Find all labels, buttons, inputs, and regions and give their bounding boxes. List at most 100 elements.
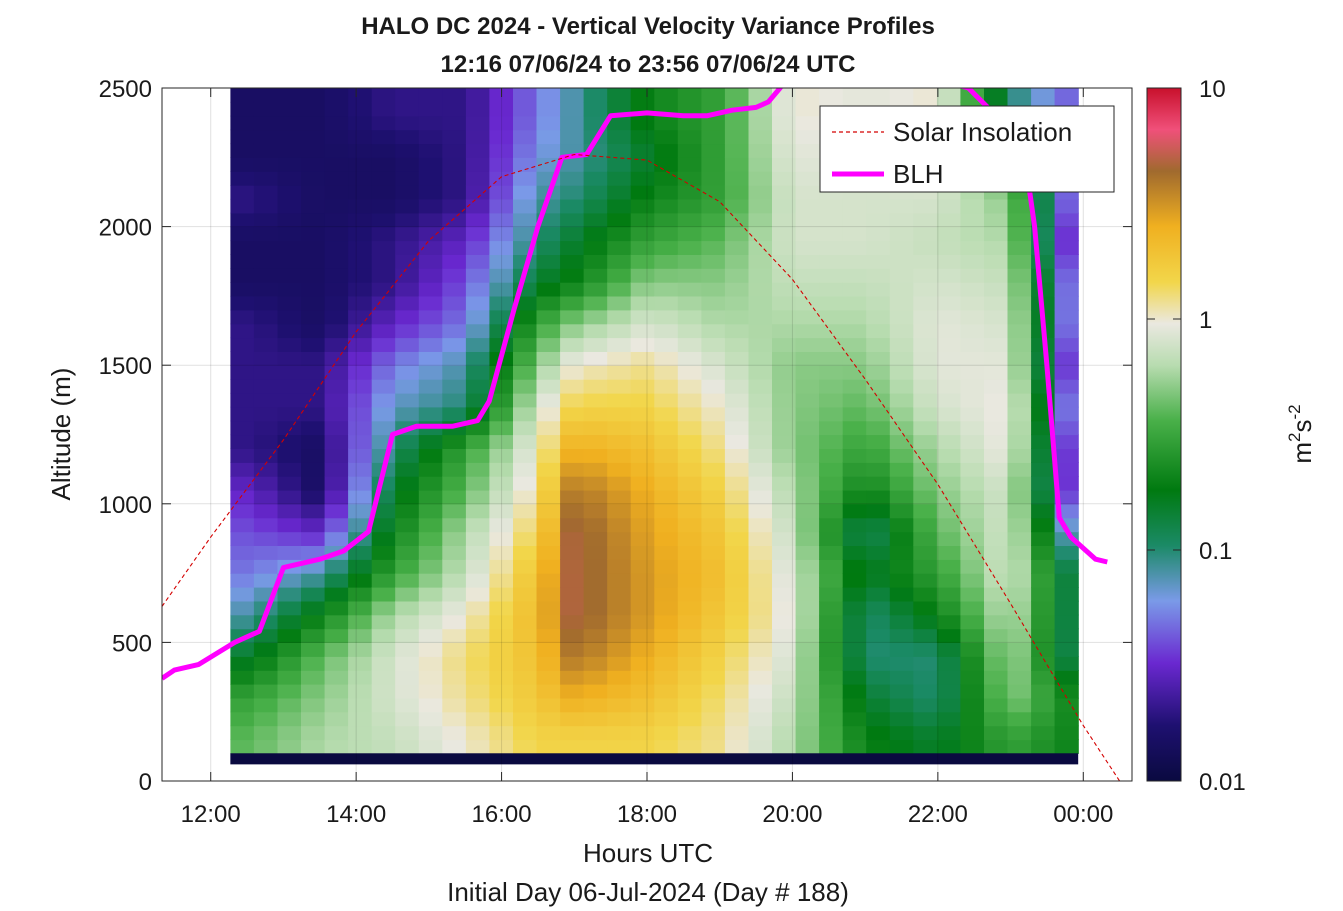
heatmap-cell — [654, 157, 679, 172]
legend-blh-label: BLH — [893, 159, 944, 189]
heatmap-cell — [654, 656, 679, 671]
heatmap-cell — [277, 503, 302, 519]
heatmap-cell — [442, 476, 467, 491]
heatmap-cell — [253, 462, 279, 477]
heatmap-cell — [442, 531, 467, 546]
heatmap-cell — [772, 351, 797, 366]
heatmap-cell — [583, 517, 608, 533]
heatmap-cell — [418, 226, 443, 242]
heatmap-cell — [395, 240, 420, 255]
heatmap-cell — [277, 171, 302, 186]
heatmap-cell — [913, 628, 938, 643]
heatmap-cell — [654, 670, 679, 685]
heatmap-cell — [748, 725, 773, 741]
heatmap-cell — [772, 545, 797, 560]
heatmap-cell — [536, 129, 561, 145]
heatmap-cell — [395, 614, 420, 630]
heatmap-cell — [230, 684, 255, 699]
heatmap-cell — [607, 226, 632, 242]
heatmap-cell — [748, 198, 773, 214]
heatmap-cell — [418, 351, 443, 366]
heatmap-cell — [560, 365, 585, 380]
heatmap-cell — [913, 323, 938, 339]
heatmap-cell — [371, 392, 396, 408]
heatmap-cell — [795, 198, 820, 214]
heatmap-cell — [395, 254, 420, 269]
heatmap-cell — [630, 739, 655, 754]
heatmap-cell — [795, 448, 820, 463]
heatmap-cell — [630, 711, 655, 727]
heatmap-cell — [371, 684, 396, 699]
heatmap-cell — [371, 587, 396, 602]
heatmap-cell — [324, 115, 349, 131]
heatmap-cell — [465, 434, 491, 449]
heatmap-cell — [301, 406, 326, 422]
heatmap-cell — [277, 392, 302, 408]
heatmap-cell — [889, 323, 914, 339]
heatmap-cell — [748, 157, 773, 172]
heatmap-cell — [866, 351, 891, 366]
heatmap-cell — [960, 725, 985, 741]
heatmap-cell — [819, 295, 844, 311]
heatmap-cell — [418, 503, 443, 519]
heatmap-cell — [583, 448, 608, 463]
heatmap-cell — [960, 739, 985, 754]
heatmap-cell — [984, 212, 1009, 228]
heatmap-cell — [819, 614, 844, 630]
heatmap-cell — [277, 282, 302, 297]
heatmap-cell — [654, 254, 679, 269]
heatmap-cell — [324, 226, 349, 242]
heatmap-cell — [960, 392, 985, 408]
heatmap-cell — [230, 101, 255, 117]
heatmap-cell — [748, 614, 773, 630]
heatmap-cell — [772, 282, 797, 297]
heatmap-cell — [1007, 476, 1032, 491]
heatmap-cell — [984, 240, 1009, 255]
heatmap-cell — [301, 462, 326, 477]
heatmap-cell — [277, 323, 302, 339]
heatmap-cell — [819, 600, 844, 616]
heatmap-cell — [936, 254, 962, 269]
heatmap-cell — [253, 476, 279, 491]
heatmap-cell — [1031, 503, 1056, 519]
heatmap-cell — [442, 739, 467, 754]
heatmap-cell — [489, 198, 514, 214]
heatmap-cell — [607, 143, 632, 158]
heatmap-cell — [654, 309, 679, 325]
heatmap-cell — [607, 240, 632, 255]
heatmap-cell — [1007, 254, 1032, 269]
heatmap-cell — [1031, 351, 1056, 366]
heatmap-cell — [560, 545, 585, 560]
heatmap-cell — [253, 212, 279, 228]
heatmap-cell — [253, 185, 279, 200]
heatmap-cell — [748, 531, 773, 546]
heatmap-cell — [583, 337, 608, 352]
heatmap-cell — [1054, 337, 1079, 352]
heatmap-cell — [583, 365, 608, 380]
heatmap-cell — [772, 337, 797, 352]
heatmap-cell — [842, 573, 867, 588]
heatmap-cell — [748, 379, 773, 394]
heatmap-cell — [866, 448, 891, 463]
heatmap-cell — [301, 254, 326, 269]
heatmap-cell — [395, 628, 420, 643]
heatmap-bottom-band — [230, 753, 1079, 765]
heatmap-cell — [819, 198, 844, 214]
heatmap-cell — [513, 226, 538, 242]
heatmap-cell — [772, 365, 797, 380]
heatmap-cell — [489, 573, 514, 588]
heatmap-cell — [795, 489, 820, 505]
heatmap-cell — [889, 587, 914, 602]
heatmap-cell — [889, 406, 914, 422]
heatmap-cell — [324, 503, 349, 519]
heatmap-cell — [395, 171, 420, 186]
heatmap-cell — [984, 268, 1009, 283]
heatmap-cell — [348, 295, 373, 311]
heatmap-cell — [277, 420, 302, 436]
heatmap-cell — [513, 476, 538, 491]
heatmap-cell — [230, 711, 255, 727]
heatmap-cell — [324, 295, 349, 311]
heatmap-cell — [253, 240, 279, 255]
heatmap-cell — [395, 351, 420, 366]
heatmap-cell — [1054, 725, 1079, 741]
